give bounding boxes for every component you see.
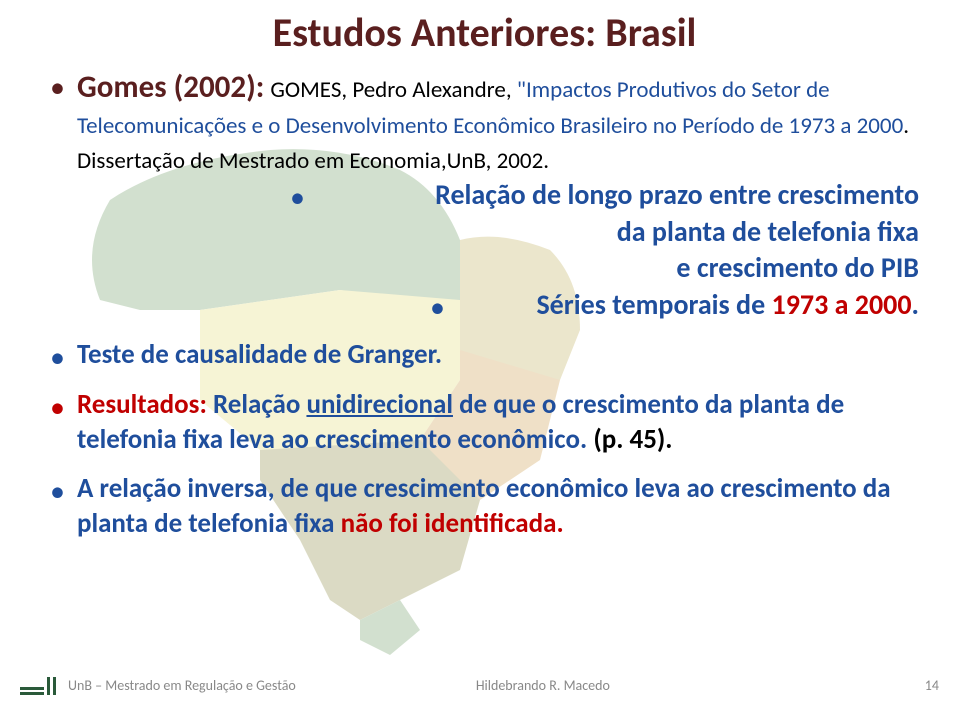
bullet-dot: • — [50, 393, 65, 423]
sub-bullet-2: • Séries temporais de 1973 a 2000. — [50, 287, 919, 323]
bullet-4: • A relação inversa, de que crescimento … — [50, 471, 919, 541]
title-part1: Estudos Anteriores: — [273, 8, 597, 57]
footer-logo — [20, 673, 60, 697]
b1-lead: Gomes (2002): — [77, 68, 264, 106]
sub-bullet-1: • Relação de longo prazo entre crescimen… — [50, 177, 919, 286]
sub-bullets: • Relação de longo prazo entre crescimen… — [50, 177, 919, 323]
bullet-list: • Gomes (2002): GOMES, Pedro Alexandre, … — [50, 67, 919, 541]
footer-center: Hildebrando R. Macedo — [476, 677, 610, 694]
bullet-dot: • — [430, 293, 445, 323]
b4-nao: não foi identificada — [341, 507, 557, 540]
year-range: 1973 a 2000 — [772, 287, 912, 322]
page-number: 14 — [925, 677, 939, 694]
bullet-dot: • — [50, 73, 65, 103]
bullet-1: • Gomes (2002): GOMES, Pedro Alexandre, … — [50, 67, 919, 323]
b1-author: GOMES, Pedro Alexandre — [270, 76, 505, 104]
b2-text: Teste de causalidade de Granger. — [77, 337, 442, 372]
bullet-3: • Resultados: Relação unidirecional de q… — [50, 387, 919, 457]
bullet-dot: • — [50, 343, 65, 373]
footer: UnB – Mestrado em Regulação e Gestão Hil… — [0, 673, 959, 697]
slide-title: Estudos Anteriores: Brasil — [50, 8, 919, 57]
bullet-2: • Teste de causalidade de Granger. — [50, 337, 919, 373]
b3-page: (p. 45). — [593, 423, 672, 456]
title-part2: Brasil — [605, 8, 696, 57]
bullet-dot: • — [50, 477, 65, 507]
footer-left: UnB – Mestrado em Regulação e Gestão — [68, 677, 296, 694]
b3-underline: unidirecional — [306, 388, 453, 421]
bullet-dot: • — [290, 183, 305, 213]
slide-content: Estudos Anteriores: Brasil • Gomes (2002… — [0, 0, 959, 541]
b3-lead: Resultados: — [77, 388, 207, 421]
